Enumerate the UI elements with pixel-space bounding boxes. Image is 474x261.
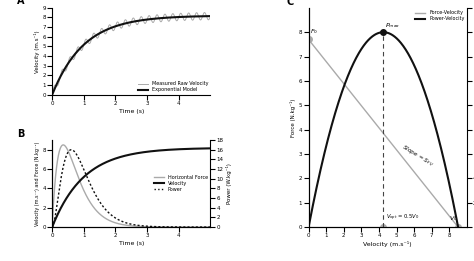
X-axis label: Time (s): Time (s)	[118, 109, 144, 114]
Power	[144, 225, 149, 228]
Horizontal Force	[135, 225, 141, 228]
Power	[68, 148, 74, 151]
Measured Raw Velocity	[119, 26, 125, 29]
Line: Power-Velocity: Power-Velocity	[309, 32, 458, 227]
Force-Velocity	[377, 127, 383, 130]
Power	[49, 226, 55, 229]
Text: A: A	[18, 0, 25, 6]
Text: $V_0$: $V_0$	[448, 214, 457, 223]
Power-Velocity	[428, 111, 434, 114]
Horizontal Force	[208, 226, 213, 229]
Line: Power: Power	[52, 150, 210, 227]
Y-axis label: Velocity (m.s⁻¹): Velocity (m.s⁻¹)	[34, 30, 40, 73]
X-axis label: Time (s): Time (s)	[118, 241, 144, 246]
Horizontal Force	[125, 224, 130, 227]
Horizontal Force	[126, 224, 131, 227]
Measured Raw Velocity	[208, 15, 213, 18]
Power-Velocity	[378, 31, 383, 34]
Exponential Model	[175, 15, 181, 19]
Legend: Measured Raw Velocity, Exponential Model: Measured Raw Velocity, Exponential Model	[138, 81, 208, 92]
Horizontal Force	[60, 143, 66, 146]
Measured Raw Velocity	[65, 61, 71, 64]
Velocity	[204, 147, 210, 150]
Force-Velocity	[306, 38, 311, 41]
Text: B: B	[18, 129, 25, 139]
Legend: Horizontal Force, Velocity, Power: Horizontal Force, Velocity, Power	[154, 175, 208, 192]
Line: Velocity: Velocity	[52, 148, 210, 227]
Power	[179, 226, 185, 229]
Exponential Model	[173, 16, 178, 19]
Text: Slope = S$_{FV}$: Slope = S$_{FV}$	[400, 143, 436, 169]
Y-axis label: Velocity (m.s⁻¹) and Force (N.kg⁻¹): Velocity (m.s⁻¹) and Force (N.kg⁻¹)	[35, 141, 40, 226]
Force-Velocity	[387, 139, 392, 143]
Power-Velocity	[306, 226, 311, 229]
Velocity	[179, 147, 185, 151]
Velocity	[126, 153, 131, 157]
Exponential Model	[208, 15, 213, 18]
Line: Horizontal Force: Horizontal Force	[52, 145, 210, 227]
Velocity	[125, 154, 130, 157]
Y-axis label: Power (W.kg⁻¹): Power (W.kg⁻¹)	[227, 163, 232, 204]
Line: Measured Raw Velocity: Measured Raw Velocity	[52, 13, 210, 95]
Exponential Model	[113, 25, 119, 28]
Power-Velocity	[395, 38, 401, 41]
Exponential Model	[158, 16, 164, 20]
Measured Raw Velocity	[202, 11, 208, 14]
Force-Velocity	[428, 192, 434, 195]
Velocity	[49, 226, 55, 229]
Text: $P_{max}$: $P_{max}$	[385, 21, 401, 30]
Exponential Model	[119, 23, 125, 26]
Horizontal Force	[179, 226, 185, 229]
Text: $F_0$: $F_0$	[310, 27, 318, 36]
Power-Velocity	[380, 31, 386, 34]
Power	[135, 224, 141, 227]
Horizontal Force	[49, 226, 55, 229]
Force-Velocity	[395, 150, 401, 153]
Power-Velocity	[387, 32, 392, 35]
Line: Exponential Model: Exponential Model	[52, 16, 210, 95]
Legend: Force-Velocity, Power-Velocity: Force-Velocity, Power-Velocity	[416, 10, 465, 21]
Power	[125, 222, 130, 225]
Power	[204, 226, 210, 229]
Y-axis label: Force (N.kg⁻¹): Force (N.kg⁻¹)	[290, 98, 296, 137]
Power	[126, 222, 131, 225]
Measured Raw Velocity	[173, 18, 178, 21]
Force-Velocity	[455, 226, 461, 229]
Exponential Model	[65, 62, 71, 65]
Velocity	[208, 147, 213, 150]
Line: Force-Velocity: Force-Velocity	[309, 39, 458, 227]
Horizontal Force	[204, 226, 210, 229]
Horizontal Force	[144, 225, 149, 228]
Text: C: C	[286, 0, 294, 7]
X-axis label: Velocity (m.s⁻¹): Velocity (m.s⁻¹)	[364, 241, 412, 247]
Power-Velocity	[455, 226, 461, 229]
Velocity	[144, 150, 149, 153]
Measured Raw Velocity	[158, 20, 164, 23]
Power-Velocity	[377, 31, 383, 34]
Text: $V_{opt}$ = 0.5$V_0$: $V_{opt}$ = 0.5$V_0$	[386, 212, 419, 223]
Force-Velocity	[378, 128, 383, 131]
Power-Velocity	[452, 209, 457, 212]
Measured Raw Velocity	[49, 93, 55, 96]
Measured Raw Velocity	[175, 16, 181, 20]
Velocity	[135, 152, 141, 155]
Force-Velocity	[452, 221, 457, 224]
Exponential Model	[49, 93, 55, 96]
Measured Raw Velocity	[113, 22, 119, 26]
Power	[208, 226, 213, 229]
